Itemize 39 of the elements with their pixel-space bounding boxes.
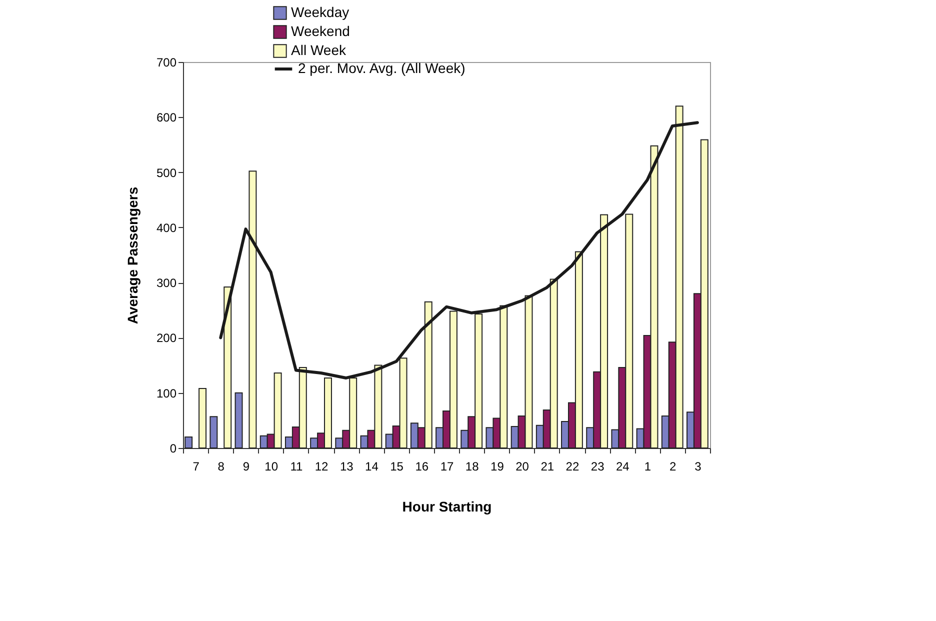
x-tick-label: 18 [465,460,480,474]
y-tick-label: 300 [156,276,177,290]
legend-label: All Week [291,42,347,58]
x-tick-label: 21 [540,460,554,474]
x-axis-title: Hour Starting [402,498,492,514]
y-tick-label: 100 [156,386,177,400]
bar [198,388,207,448]
legend-label: 2 per. Mov. Avg. (All Week) [298,60,466,76]
y-tick-label: 200 [156,331,177,346]
x-tick-label: 22 [566,460,580,474]
x-tick-label: 10 [264,460,278,474]
x-tick-label: 9 [242,460,250,474]
x-tick-label: 8 [218,460,225,474]
bar [234,392,243,448]
x-tick-label: 20 [516,460,530,474]
x-tick-label: 7 [192,460,200,474]
y-tick-label: 700 [156,56,177,70]
x-tick-label: 15 [390,460,404,474]
x-tick-label: 14 [365,460,379,474]
y-tick-label: 0 [170,442,177,456]
bar [184,436,193,448]
legend-label: Weekend [291,23,350,39]
x-tick-label: 1 [644,460,652,474]
y-axis-title: Average Passengers [124,186,140,324]
x-tick-label: 23 [590,460,605,474]
x-tick-label: 19 [490,460,504,474]
x-tick-label: 16 [415,460,429,474]
y-tick-label: 600 [156,110,177,125]
y-tick-label: 500 [156,166,177,180]
x-tick-label: 2 [670,460,677,474]
x-tick-label: 24 [616,460,630,474]
x-tick-label: 12 [314,460,329,474]
x-tick-label: 13 [340,460,354,474]
y-tick-label: 400 [156,220,177,235]
bar [210,416,218,448]
x-tick-label: 3 [694,460,702,474]
x-tick-label: 11 [290,460,303,474]
legend-label: Weekday [291,4,350,20]
x-tick-label: 17 [440,460,454,474]
